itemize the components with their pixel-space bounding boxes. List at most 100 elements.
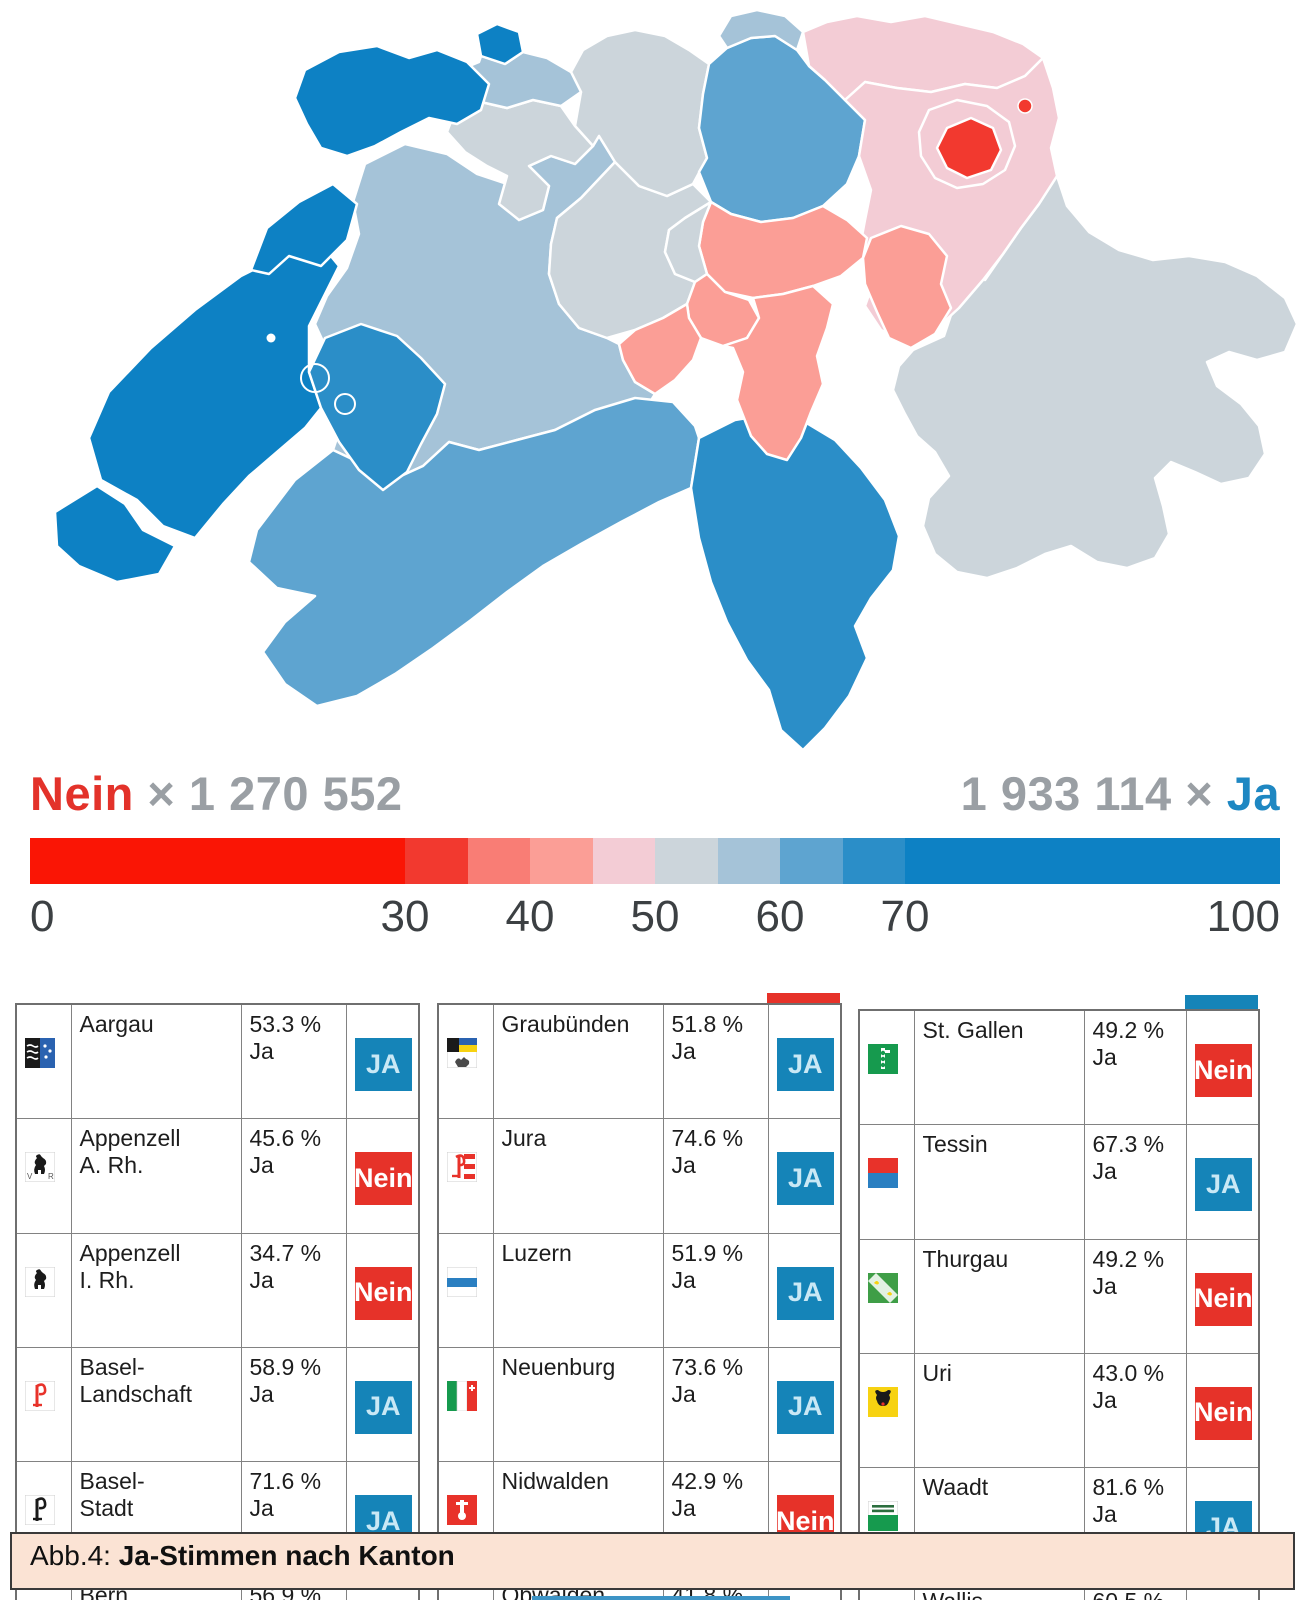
result-badge: JA — [1194, 1158, 1252, 1212]
flag-cell — [15, 1003, 72, 1120]
canton-sh — [717, 8, 805, 52]
table-row: Basel- Landschaft 58.9 % Ja JA — [15, 1346, 420, 1463]
canton-name: Neuenburg — [492, 1346, 664, 1463]
canton-name: Aargau — [70, 1003, 242, 1120]
result-badge-cell: Nein — [345, 1232, 420, 1348]
result-badge-cell: JA — [767, 1118, 842, 1234]
jura-flag-icon — [446, 1151, 478, 1183]
table-row: Luzern 51.9 % Ja JA — [437, 1232, 842, 1348]
flag-cell — [858, 1124, 915, 1240]
result-badge-cell: JA — [345, 1346, 420, 1463]
table-row: Tessin 67.3 % Ja JA — [858, 1124, 1260, 1240]
canton-fr — [307, 322, 447, 492]
scale-segment-35-40 — [467, 838, 530, 884]
result-badge: Nein — [354, 1152, 413, 1206]
figure-caption: Abb.4: Ja-Stimmen nach Kanton — [10, 1532, 1295, 1590]
result-badge: JA — [776, 1266, 834, 1320]
flag-cell — [437, 1232, 494, 1348]
color-scale-ticks: 0 30 40 50 60 70 100 — [0, 892, 1307, 948]
canton-bs — [475, 22, 525, 66]
canton-ti — [689, 412, 901, 752]
result-badge-cell: Nein — [345, 1118, 420, 1234]
canton-table-2: Graubünden 51.8 % Ja JA Jura 74.6 % Ja J… — [437, 1003, 842, 1600]
canton-value: 73.6 % Ja — [662, 1346, 769, 1463]
canton-value: 67.3 % Ja — [1083, 1124, 1187, 1240]
aargau-flag-icon — [25, 1038, 55, 1069]
ja-total-label: 1 933 114 × Ja — [961, 766, 1280, 821]
table-row: Graubünden 51.8 % Ja JA — [437, 1003, 842, 1120]
scale-tick-60: 60 — [755, 892, 805, 941]
canton-value: 45.6 % Ja — [240, 1118, 347, 1234]
table-row: Jura 74.6 % Ja JA — [437, 1118, 842, 1234]
nidwalden-flag-icon — [447, 1495, 477, 1526]
canton-gl — [861, 224, 953, 350]
scale-segment-55-60 — [717, 838, 780, 884]
result-badge: JA — [354, 1380, 412, 1434]
scale-segment-60-65 — [780, 838, 843, 884]
result-badge-cell: JA — [767, 1232, 842, 1348]
canton-ow — [617, 302, 703, 396]
result-badge-cell: Nein — [1185, 1238, 1260, 1354]
canton-ai-exclave — [1017, 98, 1033, 114]
uri-flag-icon — [868, 1386, 898, 1417]
result-badge: Nein — [1194, 1386, 1253, 1440]
caption-prefix: Abb.4: — [30, 1540, 111, 1571]
result-badge: JA — [776, 1038, 834, 1092]
scale-segment-50-55 — [655, 838, 718, 884]
neuenburg-flag-icon — [447, 1380, 477, 1412]
waadt-flag-icon — [867, 1500, 899, 1532]
enclave-lines — [300, 325, 356, 415]
badge-column-overflow — [767, 993, 840, 1003]
canton-ur — [721, 284, 835, 462]
flag-cell — [437, 1346, 494, 1463]
canton-table-3: St. Gallen 49.2 % Ja Nein Tessin 67.3 % … — [858, 1009, 1260, 1600]
flag-cell — [858, 1009, 915, 1126]
thurgau-flag-icon — [868, 1272, 898, 1303]
basel-stadt-flag-icon — [24, 1494, 56, 1526]
color-scale-bar — [30, 838, 1280, 884]
canton-name: Appenzell I. Rh. — [70, 1232, 242, 1348]
canton-name: Graubünden — [492, 1003, 664, 1120]
canton-value: 43.0 % Ja — [1083, 1352, 1187, 1469]
scale-tick-30: 30 — [380, 892, 430, 941]
nein-count: × 1 270 552 — [147, 767, 403, 820]
canton-value: 49.2 % Ja — [1083, 1009, 1187, 1126]
result-badge-cell: JA — [767, 1346, 842, 1463]
scale-tick-40: 40 — [505, 892, 555, 941]
ja-count: 1 933 114 × — [960, 767, 1214, 820]
canton-name: Tessin — [913, 1124, 1085, 1240]
scale-tick-50: 50 — [630, 892, 680, 941]
flag-cell — [858, 1238, 915, 1354]
canton-value: 51.9 % Ja — [662, 1232, 769, 1348]
caption-title: Ja-Stimmen nach Kanton — [118, 1540, 455, 1571]
flag-cell — [437, 1003, 494, 1120]
table-row: Aargau 53.3 % Ja JA — [15, 1003, 420, 1120]
result-badge-cell: Nein — [1185, 1352, 1260, 1469]
canton-name: St. Gallen — [913, 1009, 1085, 1126]
canton-value: 34.7 % Ja — [240, 1232, 347, 1348]
canton-ju — [293, 44, 491, 158]
flag-cell — [858, 1352, 915, 1469]
nein-total-label: Nein × 1 270 552 — [30, 766, 403, 821]
result-badge-cell: Nein — [1185, 1009, 1260, 1126]
svg-text:V: V — [27, 1172, 33, 1181]
result-badge-cell: JA — [345, 1003, 420, 1120]
table-row: Appenzell I. Rh. 34.7 % Ja Nein — [15, 1232, 420, 1348]
canton-value: 58.9 % Ja — [240, 1346, 347, 1463]
switzerland-map — [8, 6, 1300, 756]
flag-cell — [15, 1346, 72, 1463]
table-row: St. Gallen 49.2 % Ja Nein — [858, 1009, 1260, 1126]
canton-gr — [891, 174, 1299, 580]
table-row: Uri 43.0 % Ja Nein — [858, 1352, 1260, 1469]
canton-value: 53.3 % Ja — [240, 1003, 347, 1120]
result-badge: JA — [776, 1380, 834, 1434]
luzern-flag-icon — [446, 1266, 478, 1298]
scale-segment-0-30 — [30, 838, 405, 884]
canton-name: Thurgau — [913, 1238, 1085, 1354]
appenzell-ir-flag-icon — [24, 1266, 56, 1298]
canton-name: Jura — [492, 1118, 664, 1234]
